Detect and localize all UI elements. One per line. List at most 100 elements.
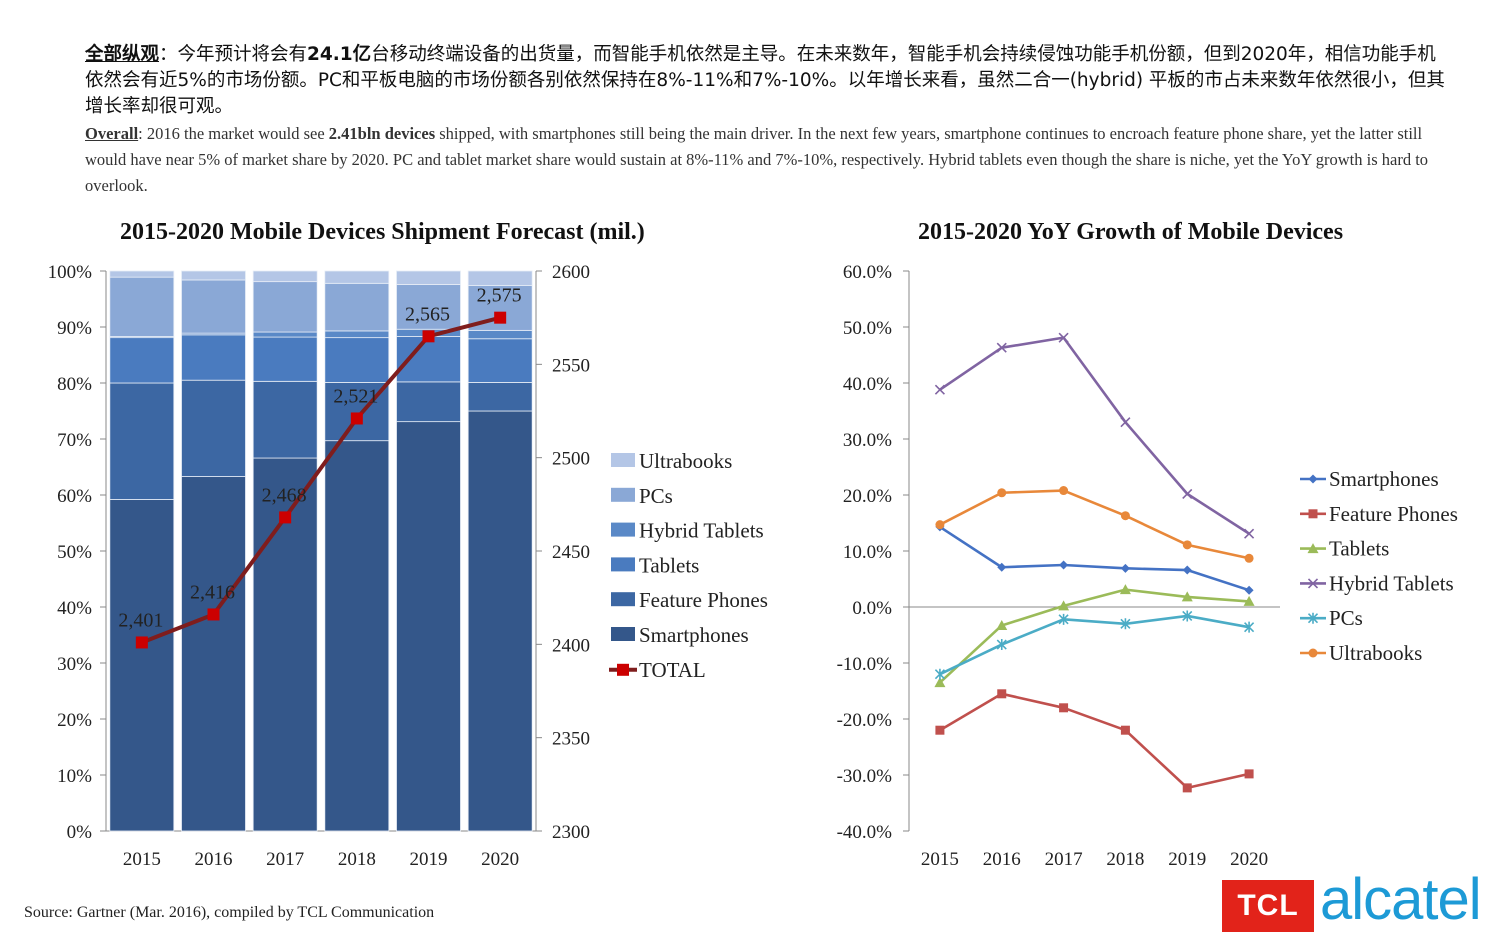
total-data-label: 2,468: [262, 484, 307, 506]
x-tick-label: 2020: [1230, 849, 1268, 870]
bar-segment-smartphones: [109, 499, 175, 832]
y-tick-label: 50%: [57, 542, 92, 563]
point-hybrid-tablets: [934, 384, 945, 395]
source-note: Source: Gartner (Mar. 2016), compiled by…: [24, 904, 435, 921]
legend-label: Hybrid Tablets: [639, 519, 764, 543]
x-tick-label: 2020: [481, 849, 519, 870]
legend-label: Ultrabooks: [1329, 641, 1422, 665]
x-tick-label: 2018: [338, 849, 376, 870]
shipment-chart-title: 2015-2020 Mobile Devices Shipment Foreca…: [120, 219, 645, 245]
line-hybrid-tablets: [939, 336, 1250, 535]
bar-segment-pcs: [396, 284, 461, 330]
legend-marker: [1307, 543, 1319, 554]
legend-label: Feature Phones: [1329, 502, 1458, 526]
zh-text-2: 台移动终端设备的出货量，而智能手机依然是主导。在未来数年，智能手机会持续侵蚀功能…: [85, 44, 1445, 117]
total-marker: [494, 311, 507, 324]
legend-marker: [1307, 612, 1319, 624]
y-tick-label: 10%: [57, 766, 92, 787]
point-pcs: [1120, 618, 1131, 630]
x-tick-label: 2019: [410, 849, 448, 870]
y2-tick-label: 2350: [552, 729, 590, 750]
legend-label: TOTAL: [639, 658, 706, 682]
zh-text-1: ：今年预计将会有: [159, 44, 308, 65]
y2-tick-label: 2600: [552, 262, 590, 283]
point-pcs: [1058, 613, 1069, 625]
y-tick-label: -30.0%: [837, 766, 893, 787]
en-text-2: shipped, with smartphones still being th…: [85, 124, 1429, 195]
y-tick-label: 40%: [57, 598, 92, 619]
bar-segment-pcs: [181, 279, 246, 334]
y2-tick-label: 2400: [552, 635, 590, 656]
point-smartphones: [1244, 585, 1254, 595]
point-tablets: [1181, 591, 1193, 602]
total-marker: [350, 412, 363, 425]
point-hybrid-tablets: [996, 342, 1007, 353]
y-tick-label: 20%: [57, 710, 92, 731]
x-tick-label: 2016: [983, 849, 1021, 870]
bar-segment-tablets: [467, 338, 533, 383]
legend-swatch: [611, 453, 635, 467]
bar-segment-tablets: [109, 337, 175, 384]
total-data-label: 2,416: [190, 581, 235, 603]
y-tick-label: 20.0%: [843, 486, 892, 507]
bar-segment-ultrabooks: [109, 270, 175, 278]
y-tick-label: 30%: [57, 654, 92, 675]
point-tablets: [1243, 595, 1255, 606]
series-pcs: [934, 610, 1255, 680]
legend-swatch: [611, 557, 635, 572]
point-tablets: [1119, 584, 1131, 595]
legend-marker: [1308, 509, 1318, 519]
y-tick-label: 0%: [67, 822, 93, 843]
series-hybrid-tablets: [934, 332, 1255, 539]
bar-segment-feature-phones: [109, 382, 175, 500]
y-tick-label: -20.0%: [837, 710, 893, 731]
y-tick-label: 0.0%: [852, 598, 892, 619]
x-tick-label: 2015: [123, 849, 161, 870]
point-ultrabooks: [997, 488, 1007, 498]
point-ultrabooks: [1244, 553, 1254, 563]
y-tick-label: 30.0%: [843, 430, 892, 451]
point-hybrid-tablets: [1058, 332, 1069, 343]
y-tick-label: -10.0%: [837, 654, 893, 675]
point-feature-phones: [997, 689, 1007, 699]
total-marker: [422, 330, 435, 343]
legend-marker-total: [617, 663, 629, 676]
point-pcs: [1182, 610, 1193, 622]
line-smartphones: [939, 525, 1250, 592]
point-pcs: [934, 668, 945, 680]
bar-segment-feature-phones: [252, 380, 318, 459]
legend-label: Feature Phones: [639, 588, 768, 612]
bar-segment-tablets: [252, 336, 318, 382]
zh-heading: 全部纵观: [85, 44, 160, 65]
bar-segment-tablets: [181, 334, 246, 381]
total-data-label: 2,575: [477, 285, 522, 307]
en-bold: 2.41bln devices: [328, 124, 436, 143]
bar-segment-pcs: [324, 282, 390, 332]
point-hybrid-tablets: [1120, 417, 1131, 428]
bar-segment-ultrabooks: [324, 270, 390, 284]
point-tablets: [1058, 600, 1070, 611]
y2-tick-label: 2500: [552, 449, 590, 470]
series-smartphones: [935, 522, 1254, 595]
legend-swatch: [611, 627, 635, 641]
point-tablets: [996, 619, 1008, 630]
legend-label: Ultrabooks: [639, 449, 732, 473]
bar-segment-ultrabooks: [252, 270, 318, 283]
y-tick-label: 40.0%: [843, 374, 892, 395]
legend-swatch: [611, 522, 635, 537]
point-smartphones: [997, 562, 1007, 572]
total-data-label: 2,565: [405, 303, 450, 325]
legend-swatch: [611, 592, 635, 607]
point-smartphones: [1182, 565, 1192, 575]
point-smartphones: [1059, 560, 1069, 570]
bar-segment-ultrabooks: [181, 270, 246, 281]
point-feature-phones: [1120, 725, 1130, 735]
point-hybrid-tablets: [1182, 488, 1193, 499]
line-tablets: [939, 588, 1250, 684]
x-tick-label: 2017: [266, 849, 304, 870]
point-hybrid-tablets: [1244, 528, 1255, 539]
y-tick-label: 100%: [48, 262, 93, 283]
point-ultrabooks: [1182, 540, 1192, 550]
en-text-1: : 2016 the market would see: [138, 124, 329, 143]
